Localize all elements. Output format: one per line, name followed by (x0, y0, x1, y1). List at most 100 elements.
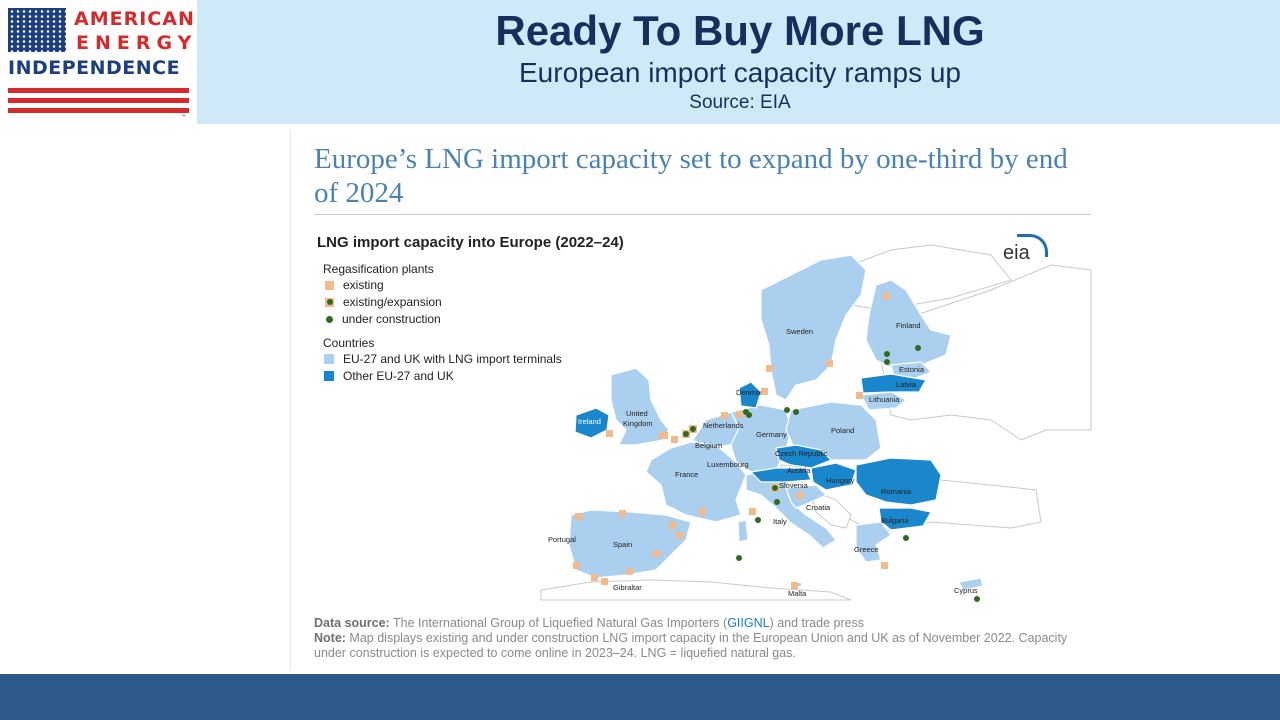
label-spain: Spain (613, 540, 632, 549)
label-sweden: Sweden (786, 327, 813, 336)
label-lithuania: Lithuania (869, 395, 900, 404)
label-finland: Finland (896, 321, 921, 330)
terminal-existing (881, 562, 888, 569)
eia-figure: Europe’s LNG import capacity set to expa… (290, 130, 1101, 670)
terminal-construction (755, 517, 761, 523)
terminal-construction (793, 409, 799, 415)
terminal-existing (669, 522, 676, 529)
terminal-existing (661, 432, 668, 439)
label-hungary: Hungary (826, 476, 855, 485)
terminal-existing (626, 568, 633, 575)
label-germany: Germany (756, 430, 787, 439)
terminal-existing (575, 513, 582, 520)
label-latvia: Latvia (896, 380, 917, 389)
footer-bar (0, 674, 1280, 720)
logo-line-american: AMERICAN (74, 8, 195, 30)
terminal-construction (784, 407, 790, 413)
slide-subtitle: European import capacity ramps up (519, 57, 961, 88)
terminal-existing (791, 582, 798, 589)
green-dot-icon (326, 315, 333, 323)
label-denmark: Denmark (736, 388, 767, 397)
trademark-mark: ™ (181, 114, 186, 120)
terminal-existing (601, 578, 608, 585)
label-poland: Poland (831, 426, 854, 435)
legend-item-terminal-countries: EU-27 and UK with LNG import terminals (324, 352, 562, 366)
terminal-expansion-dot (690, 426, 696, 432)
label-cyprus: Cyprus (954, 586, 978, 595)
terminal-existing (749, 508, 756, 515)
legend-countries-heading: Countries (323, 336, 375, 350)
terminal-existing (671, 436, 678, 443)
label-belgium: Belgium (695, 441, 722, 450)
label-ireland: Ireland (578, 417, 601, 426)
logo-stripe (8, 88, 189, 93)
terminal-construction (903, 535, 909, 541)
giignl-link[interactable]: GIIGNL (727, 616, 770, 630)
terminal-existing (606, 430, 613, 437)
logo-line-independence: INDEPENDENCE (8, 57, 181, 79)
light-blue-swatch-icon (324, 354, 334, 364)
slide-title: Ready To Buy More LNG (495, 7, 985, 54)
construction-terminals (736, 345, 980, 602)
legend-label: EU-27 and UK with LNG import terminals (343, 352, 562, 366)
terminal-existing (736, 411, 743, 418)
terminal-expansion-dot (683, 431, 689, 437)
label-bulgaria: Bulgaria (881, 516, 909, 525)
terminal-existing (573, 562, 580, 569)
terminal-existing (653, 550, 660, 557)
label-italy: Italy (773, 517, 787, 526)
terminal-construction (884, 359, 890, 365)
label-malta: Malta (788, 589, 807, 598)
terminal-construction (736, 555, 742, 561)
figure-divider (314, 214, 1091, 215)
legend-item-expansion: existing/expansion (325, 295, 442, 309)
terminal-construction (915, 345, 921, 351)
label-czech-republic: Czech Republic (775, 449, 828, 458)
legend-label: Other EU-27 and UK (343, 369, 454, 383)
logo-stripe (8, 98, 189, 103)
other-countries (574, 373, 942, 531)
label-slovenia: Slovenia (779, 481, 809, 490)
dark-blue-swatch-icon (324, 371, 334, 381)
terminal-existing (676, 532, 683, 539)
map-title: LNG import capacity into Europe (2022–24… (317, 234, 624, 251)
terminal-construction (974, 596, 980, 602)
existing-terminals (573, 293, 890, 589)
terminal-construction (774, 499, 780, 505)
terminal-existing (721, 412, 728, 419)
terminal-construction (884, 351, 890, 357)
legend-label: under construction (342, 312, 441, 326)
legend-item-construction: under construction (325, 312, 441, 326)
terminal-existing (699, 508, 706, 515)
eia-logo-text: eia (1003, 242, 1030, 264)
label-kingdom: Kingdom (623, 419, 653, 428)
orange-square-green-dot-icon (325, 297, 334, 307)
label-austria: Austria (787, 466, 811, 475)
legend-label: existing (343, 278, 384, 292)
header-banner: AMERICAN ENERGY INDEPENDENCE ™ Ready To … (0, 0, 1280, 124)
label-portugal: Portugal (548, 535, 576, 544)
label-estonia: Estonia (899, 365, 925, 374)
note-line: Note: Map displays existing and under co… (314, 631, 1068, 660)
figure-notes: Data source: The International Group of … (314, 616, 1074, 661)
country-labels: Sweden Finland Estonia Latvia Lithuania … (548, 321, 978, 598)
label-luxembourg: Luxembourg (707, 460, 749, 469)
company-logo: AMERICAN ENERGY INDEPENDENCE ™ (0, 0, 197, 124)
legend-label: existing/expansion (343, 295, 442, 309)
legend-plants-heading: Regasification plants (323, 262, 434, 276)
label-greece: Greece (854, 545, 879, 554)
terminal-existing (619, 510, 626, 517)
terminal-existing (856, 392, 863, 399)
terminal-existing (796, 492, 803, 499)
legend-item-other-countries: Other EU-27 and UK (324, 369, 454, 383)
logo-line-energy: ENERGY (76, 32, 198, 54)
label-romania: Romania (881, 487, 912, 496)
label-croatia: Croatia (806, 503, 831, 512)
terminal-existing (766, 365, 773, 372)
label-gibraltar: Gibraltar (613, 583, 642, 592)
data-source-line: Data source: The International Group of … (314, 616, 865, 630)
label-netherlands: Netherlands (703, 421, 744, 430)
terminal-existing (761, 388, 768, 395)
terminal-existing (591, 574, 598, 581)
label-france: France (675, 470, 698, 479)
